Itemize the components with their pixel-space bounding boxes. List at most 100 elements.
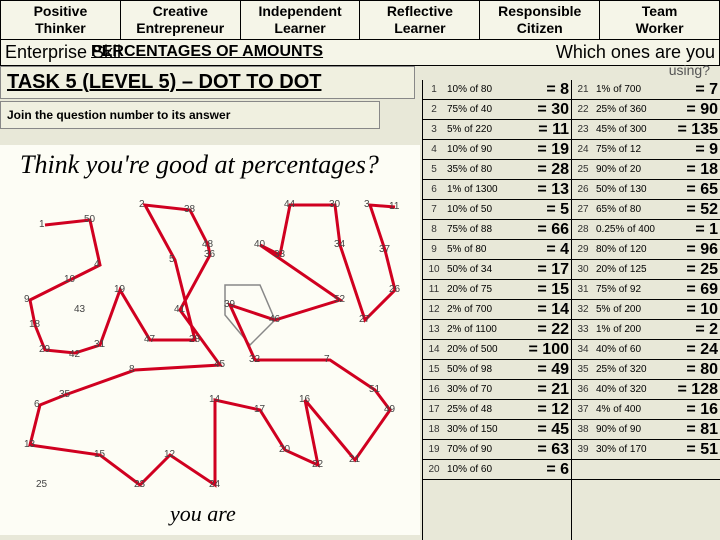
using-text: using? xyxy=(669,62,710,78)
dot-label: 20 xyxy=(279,444,290,455)
answer-row: 374% of 400= 16 xyxy=(572,400,720,420)
banner-title: PERCENTAGES OF AMOUNTS xyxy=(91,43,323,61)
answer-row: 132% of 1100= 22 xyxy=(423,320,571,340)
dot-label: 50 xyxy=(84,214,95,225)
answer-row: 1120% of 75= 15 xyxy=(423,280,571,300)
dot-label: 52 xyxy=(334,294,345,305)
answer-number: 36 xyxy=(572,384,594,395)
answer-value: = 13 xyxy=(535,181,571,199)
answer-value: = 22 xyxy=(535,321,571,339)
answer-value: = 90 xyxy=(684,101,720,119)
answer-question: 75% of 92 xyxy=(594,284,684,295)
answer-number: 26 xyxy=(572,184,594,195)
answer-question: 80% of 120 xyxy=(594,244,684,255)
answer-question: 25% of 48 xyxy=(445,404,535,415)
skill-box: TeamWorker xyxy=(600,1,719,39)
answer-value: = 69 xyxy=(684,281,720,299)
answer-number: 37 xyxy=(572,404,594,415)
answer-value: = 25 xyxy=(684,261,720,279)
dot-label: 43 xyxy=(74,304,85,315)
answer-question: 50% of 34 xyxy=(445,264,535,275)
answer-question: 0.25% of 400 xyxy=(594,224,693,235)
answer-row xyxy=(572,460,720,480)
dot-label: 35 xyxy=(59,389,70,400)
answer-row: 2010% of 60= 6 xyxy=(423,460,571,480)
answer-number: 31 xyxy=(572,284,594,295)
answer-number: 38 xyxy=(572,424,594,435)
answer-question: 10% of 60 xyxy=(445,464,544,475)
dot-label: 24 xyxy=(209,479,220,490)
answer-value: = 8 xyxy=(544,81,571,99)
answer-value: = 81 xyxy=(684,421,720,439)
answer-row: 2225% of 360= 90 xyxy=(572,100,720,120)
answers-col-2: 211% of 700= 72225% of 360= 902345% of 3… xyxy=(571,80,720,540)
answer-row: 95% of 80= 4 xyxy=(423,240,571,260)
answer-question: 5% of 80 xyxy=(445,244,544,255)
answer-question: 35% of 80 xyxy=(445,164,535,175)
answer-value: = 30 xyxy=(535,101,571,119)
dot-label: 36 xyxy=(204,249,215,260)
answer-number: 5 xyxy=(423,164,445,175)
answer-question: 20% of 75 xyxy=(445,284,535,295)
answer-row: 1970% of 90= 63 xyxy=(423,440,571,460)
dot-label: 22 xyxy=(312,459,323,470)
answer-value: = 21 xyxy=(535,381,571,399)
dot-label: 26 xyxy=(389,284,400,295)
answer-number: 14 xyxy=(423,344,445,355)
answer-row: 3930% of 170= 51 xyxy=(572,440,720,460)
answer-number: 13 xyxy=(423,324,445,335)
dot-label: 8 xyxy=(129,364,135,375)
answer-number: 16 xyxy=(423,384,445,395)
answer-row: 3175% of 92= 69 xyxy=(572,280,720,300)
answer-value: = 11 xyxy=(536,121,571,139)
answer-value: = 45 xyxy=(535,421,571,439)
dot-label: 39 xyxy=(224,299,235,310)
answer-row: 122% of 700= 14 xyxy=(423,300,571,320)
skill-box: ReflectiveLearner xyxy=(360,1,480,39)
answer-value: = 63 xyxy=(535,441,571,459)
skill-box: PositiveThinker xyxy=(1,1,121,39)
answer-number: 10 xyxy=(423,264,445,275)
answer-row: 710% of 50= 5 xyxy=(423,200,571,220)
dot-label: 19 xyxy=(114,284,125,295)
answer-value: = 15 xyxy=(535,281,571,299)
answer-question: 30% of 150 xyxy=(445,424,535,435)
answers-table: 110% of 80= 8275% of 40= 3035% of 220= 1… xyxy=(422,80,720,540)
answer-number: 11 xyxy=(423,284,445,295)
answer-row: 35% of 220= 11 xyxy=(423,120,571,140)
dot-label: 10 xyxy=(64,274,75,285)
dot-label: 37 xyxy=(379,244,390,255)
answer-row: 1420% of 500= 100 xyxy=(423,340,571,360)
answer-number: 21 xyxy=(572,84,594,95)
answer-value: = 66 xyxy=(535,221,571,239)
answer-number: 20 xyxy=(423,464,445,475)
banner: Enterprise Skil PERCENTAGES OF AMOUNTS W… xyxy=(0,40,720,66)
dot-label: 15 xyxy=(94,449,105,460)
skill-box: IndependentLearner xyxy=(241,1,361,39)
answer-question: 75% of 88 xyxy=(445,224,535,235)
dot-label: 31 xyxy=(94,339,105,350)
dot-label: 9 xyxy=(24,294,30,305)
answer-question: 40% of 60 xyxy=(594,344,684,355)
answer-number: 30 xyxy=(572,264,594,275)
answer-value: = 49 xyxy=(535,361,571,379)
dot-label: 41 xyxy=(174,304,185,315)
answer-value: = 100 xyxy=(527,341,571,359)
dot-label: 46 xyxy=(269,314,280,325)
answer-number: 39 xyxy=(572,444,594,455)
answer-row: 3525% of 320= 80 xyxy=(572,360,720,380)
dot-label: 16 xyxy=(299,394,310,405)
answer-question: 50% of 98 xyxy=(445,364,535,375)
answer-value: = 18 xyxy=(684,161,720,179)
answer-row: 2590% of 20= 18 xyxy=(572,160,720,180)
gray-shape xyxy=(225,285,275,345)
answers-col-1: 110% of 80= 8275% of 40= 3035% of 220= 1… xyxy=(422,80,571,540)
dot-label: 2 xyxy=(139,199,145,210)
answer-number: 32 xyxy=(572,304,594,315)
dot-label: 11 xyxy=(389,201,399,212)
answer-question: 4% of 400 xyxy=(594,404,684,415)
answer-row: 275% of 40= 30 xyxy=(423,100,571,120)
answer-question: 30% of 170 xyxy=(594,444,684,455)
answer-question: 40% of 320 xyxy=(594,384,676,395)
answer-number: 34 xyxy=(572,344,594,355)
